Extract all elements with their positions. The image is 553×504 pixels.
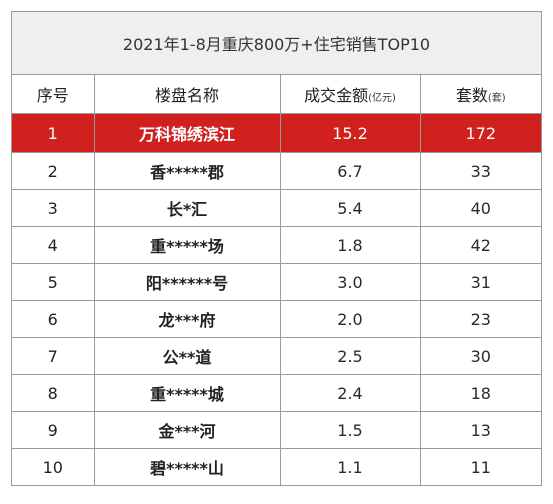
cell-name: 重*****城 — [94, 374, 281, 412]
cell-rank: 1 — [12, 113, 95, 153]
table-row: 3 长*汇 5.4 40 — [12, 189, 541, 227]
cell-units: 42 — [420, 226, 541, 264]
header-amount-unit: (亿元) — [368, 93, 396, 104]
table-title: 2021年1-8月重庆800万+住宅销售TOP10 — [12, 12, 541, 75]
cell-amount: 3.0 — [280, 263, 421, 301]
table-row: 1 万科锦绣滨江 15.2 172 — [12, 113, 541, 153]
cell-units: 18 — [420, 374, 541, 412]
cell-amount: 15.2 — [280, 113, 421, 153]
cell-rank: 7 — [12, 337, 95, 375]
cell-rank: 5 — [12, 263, 95, 301]
header-amount-label: 成交金额 — [304, 86, 369, 105]
cell-amount: 2.4 — [280, 374, 421, 412]
table-row: 9 金***河 1.5 13 — [12, 411, 541, 449]
cell-rank: 4 — [12, 226, 95, 264]
cell-units: 11 — [470, 457, 491, 477]
cell-name: 金***河 — [94, 411, 281, 449]
header-rank: 序号 — [12, 75, 95, 114]
cell-units: 172 — [420, 113, 541, 153]
cell-name: 阳******号 — [94, 263, 281, 301]
cell-amount: 2.0 — [280, 300, 421, 338]
cell-rank: 8 — [12, 374, 95, 412]
header-units-label: 套数 — [455, 86, 488, 105]
table-row: 4 重*****场 1.8 42 — [12, 226, 541, 264]
header-row: 序号 楼盘名称 成交金额(亿元) 套数(套) — [12, 75, 541, 114]
cell-name: 万科锦绣滨江 — [94, 113, 281, 153]
cell-amount: 1.1 — [280, 448, 421, 485]
sales-table: 序号 楼盘名称 成交金额(亿元) 套数(套) 1 万科锦绣滨江 15.2 172… — [12, 75, 541, 485]
cell-units: 13 — [420, 411, 541, 449]
cell-name: 长*汇 — [94, 189, 281, 227]
cell-name: 香*****郡 — [94, 152, 281, 190]
table-row: 6 龙***府 2.0 23 — [12, 300, 541, 338]
table-row: 8 重*****城 2.4 18 — [12, 374, 541, 412]
header-amount: 成交金额(亿元) — [280, 75, 421, 114]
cell-amount: 2.5 — [280, 337, 421, 375]
table-row: 10 碧*****山 1.1 11 — [12, 448, 541, 485]
cell-rank: 10 — [12, 448, 95, 485]
cell-rank: 2 — [12, 152, 95, 190]
cell-units: 31 — [420, 263, 541, 301]
header-units: 套数(套) — [420, 75, 541, 114]
cell-name: 重*****场 — [94, 226, 281, 264]
cell-amount: 5.4 — [280, 189, 421, 227]
cell-name: 碧*****山 — [94, 448, 281, 485]
table-row: 2 香*****郡 6.7 33 — [12, 152, 541, 190]
cell-amount: 6.7 — [280, 152, 421, 190]
cell-units: 23 — [420, 300, 541, 338]
cell-name: 公**道 — [94, 337, 281, 375]
cell-units: 33 — [420, 152, 541, 190]
cell-name: 龙***府 — [94, 300, 281, 338]
cell-amount: 1.8 — [280, 226, 421, 264]
cell-rank: 9 — [12, 411, 95, 449]
header-units-unit: (套) — [487, 93, 506, 104]
table-row: 5 阳******号 3.0 31 — [12, 263, 541, 301]
sales-table-frame: 2021年1-8月重庆800万+住宅销售TOP10 序号 楼盘名称 成交金额(亿… — [11, 11, 542, 486]
cell-units: 40 — [420, 189, 541, 227]
cell-rank: 3 — [12, 189, 95, 227]
cell-rank: 6 — [12, 300, 95, 338]
table-row: 7 公**道 2.5 30 — [12, 337, 541, 375]
header-name: 楼盘名称 — [94, 75, 281, 114]
cell-units: 30 — [420, 337, 541, 375]
cell-amount: 1.5 — [280, 411, 421, 449]
